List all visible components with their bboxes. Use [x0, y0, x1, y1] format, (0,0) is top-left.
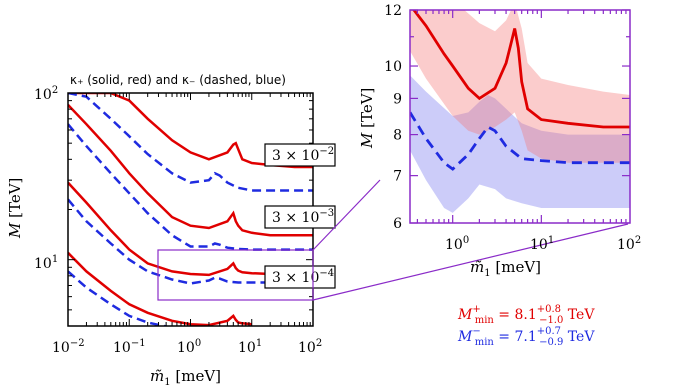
x-tick-label-100: 102	[298, 338, 322, 356]
result-plus: M+ min = 8.1+0.8 −1.0 TeV	[457, 304, 595, 326]
x-tick-label-0.1: 10−1	[113, 338, 146, 356]
right-x-tick-100: 102	[617, 235, 641, 253]
kappa-plus-line-4	[68, 181, 313, 277]
right-y-tick-label: 9	[393, 91, 402, 107]
kappa-plus-line-0	[68, 93, 313, 169]
annotation-3e-2: 3 × 10−2	[264, 143, 336, 167]
kappa-plus-line-2	[68, 103, 313, 237]
right-y-tick-label: 7	[393, 169, 402, 185]
right-plot-frame	[409, 9, 631, 224]
kappa-minus-band	[410, 75, 630, 213]
x-axis-title: m̃1 [meV]	[150, 367, 221, 388]
y-tick-label-100: 102	[34, 85, 58, 103]
right-y-tick-label: 12	[384, 3, 402, 19]
svg-text:M+min = 8.1+0.8−1.0 TeV: M+ min = 8.1+0.8 −1.0 TeV	[457, 304, 595, 326]
kappa-plus-central-line	[412, 10, 630, 129]
kappa-minus-line-1	[68, 93, 313, 192]
svg-text:3 × 10−3: 3 × 10−3	[272, 208, 334, 226]
kappa-minus-line-5	[68, 198, 313, 285]
x-tick-label-1: 100	[177, 338, 201, 356]
right-y-tick-label: 10	[384, 59, 402, 75]
y-tick-label-10: 101	[34, 254, 58, 272]
annotation-3e-3: 3 × 10−3	[264, 205, 336, 229]
x-tick-label-0.01: 10−2	[52, 338, 85, 356]
chart-caption: κ₊ (solid, red) and κ₋ (dashed, blue)	[70, 73, 286, 87]
right-x-axis-title: m̃1 [meV]	[470, 258, 541, 279]
right-y-tick-label: 6	[393, 216, 402, 232]
right-chart: 6 7 8 9 10 12 M [TeV] m̃1 [meV] 100 101 102	[358, 3, 641, 279]
right-y-axis-title: M [TeV]	[358, 88, 376, 149]
y-axis-title: M [TeV]	[6, 178, 24, 239]
svg-text:3 × 10−4: 3 × 10−4	[272, 268, 334, 286]
zoom-box	[157, 249, 314, 301]
kappa-plus-line-6	[68, 251, 252, 326]
svg-text:3 × 10−2: 3 × 10−2	[272, 146, 334, 164]
kappa-minus-line-7	[68, 270, 170, 326]
zoom-line-bottom	[312, 223, 629, 301]
annotation-3e-4: 3 × 10−4	[264, 265, 336, 289]
kappa-minus-central-line	[410, 111, 630, 171]
x-tick-label-10: 101	[238, 338, 262, 356]
zoom-line-top	[312, 179, 381, 251]
right-x-tick-1: 100	[445, 235, 469, 253]
right-y-tick-label: 8	[393, 128, 402, 144]
svg-text:M−min = 7.1+0.7−0.9 TeV: M− min = 7.1+0.7 −0.9 TeV	[457, 326, 595, 348]
result-minus: M− min = 7.1+0.7 −0.9 TeV	[457, 326, 595, 348]
right-x-tick-10: 101	[530, 235, 554, 253]
